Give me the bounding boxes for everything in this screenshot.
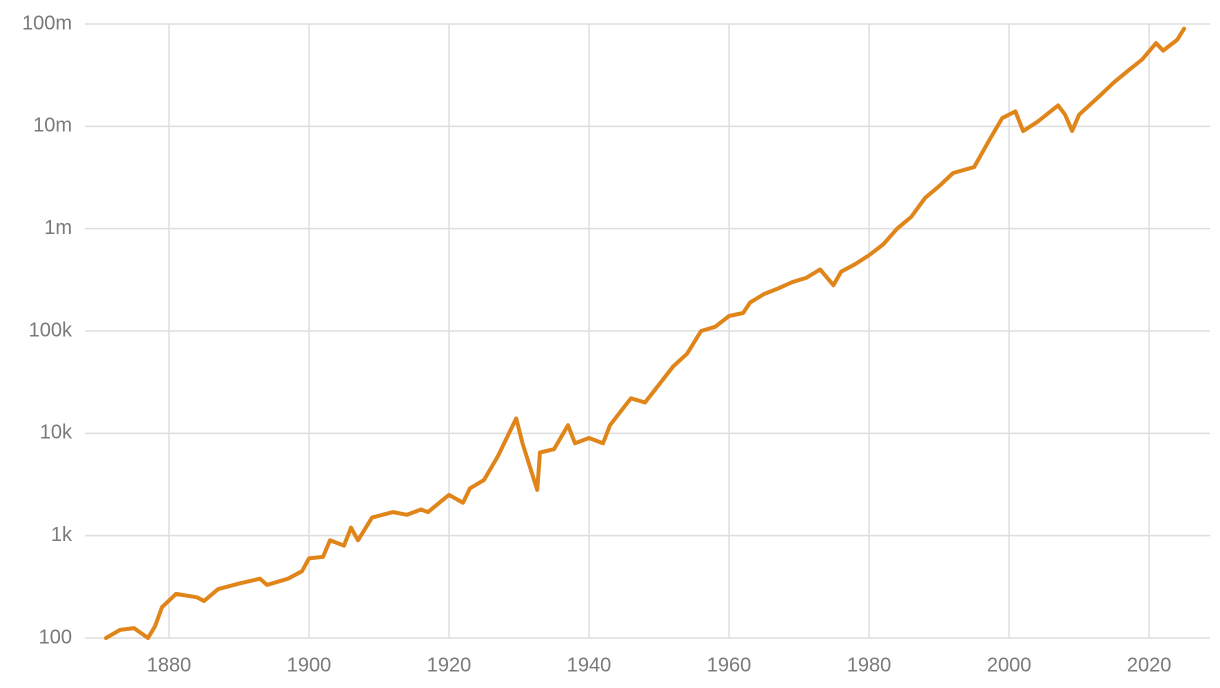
x-tick-label: 1940 [567, 654, 612, 676]
y-tick-label: 1k [51, 524, 73, 546]
x-tick-label: 1880 [147, 654, 192, 676]
y-tick-label: 100 [39, 626, 72, 648]
y-tick-label: 10m [33, 115, 72, 137]
y-tick-label: 100m [22, 12, 72, 34]
x-tick-label: 1920 [427, 654, 472, 676]
x-tick-label: 1900 [287, 654, 332, 676]
x-tick-label: 1980 [847, 654, 892, 676]
x-tick-label: 2000 [987, 654, 1032, 676]
y-tick-label: 100k [29, 319, 73, 341]
x-tick-label: 1960 [707, 654, 752, 676]
x-tick-label: 2020 [1127, 654, 1172, 676]
y-tick-label: 10k [40, 422, 73, 444]
data-line [104, 26, 1187, 640]
y-tick-label: 1m [44, 217, 72, 239]
